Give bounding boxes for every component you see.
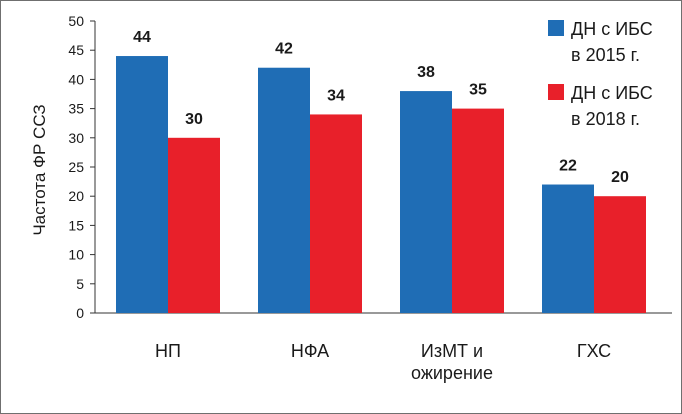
bar (542, 184, 594, 313)
y-tick-label: 0 (76, 305, 84, 321)
y-tick-label: 15 (68, 217, 84, 233)
y-tick-label: 50 (68, 13, 84, 29)
y-axis-title: Частота ФР ССЗ (30, 104, 49, 235)
bar (310, 114, 362, 313)
legend-label: ДН с ИБС (571, 83, 653, 103)
y-tick-label: 10 (68, 247, 84, 263)
data-label: 38 (417, 64, 435, 81)
data-label: 42 (275, 41, 293, 58)
bar (594, 196, 646, 313)
data-label: 30 (185, 111, 203, 128)
x-tick-label: ожирение (411, 363, 493, 383)
x-tick-label: ИзМТ и (421, 341, 483, 361)
data-label: 20 (611, 169, 629, 186)
data-label: 35 (469, 82, 487, 99)
legend: ДН с ИБС в 2015 г. ДН с ИБС в 2018 г. (548, 19, 653, 129)
data-label: 44 (133, 29, 151, 46)
bar (452, 108, 504, 313)
bar (400, 91, 452, 313)
y-tick-label: 25 (68, 159, 84, 175)
bar (258, 67, 310, 313)
y-tick-label: 30 (68, 130, 84, 146)
x-tick-label: НП (155, 341, 181, 361)
y-tick-label: 5 (76, 276, 84, 292)
legend-swatch (548, 84, 564, 100)
y-tick-label: 45 (68, 42, 84, 58)
legend-label: в 2015 г. (571, 45, 640, 65)
bars (116, 56, 646, 313)
legend-swatch (548, 20, 564, 36)
legend-label: в 2018 г. (571, 109, 640, 129)
data-label: 22 (559, 158, 577, 175)
y-tick-label: 40 (68, 71, 84, 87)
bar (116, 56, 168, 313)
data-labels: 44 30 42 34 38 35 22 20 (133, 29, 629, 186)
x-tick-label: НФА (291, 341, 329, 361)
legend-label: ДН с ИБС (571, 19, 653, 39)
x-tick-label: ГХС (577, 341, 611, 361)
bar (168, 137, 220, 313)
y-tick-label: 20 (68, 188, 84, 204)
data-label: 34 (327, 87, 345, 104)
y-tick-label: 35 (68, 101, 84, 117)
